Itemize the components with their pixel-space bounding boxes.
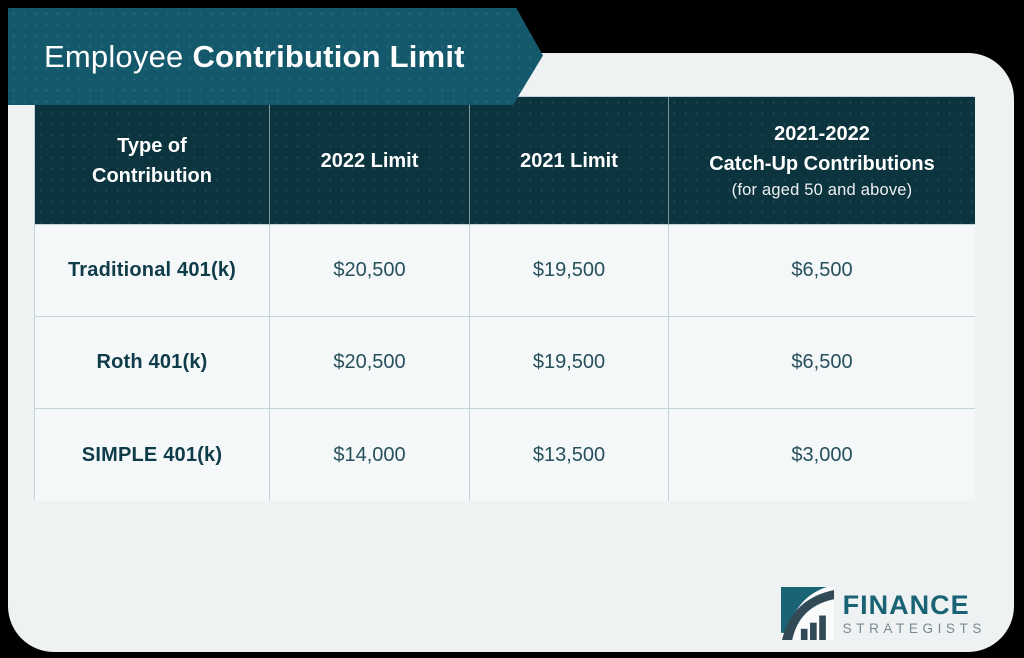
brand-logo: FINANCE STRATEGISTS — [780, 587, 986, 640]
cell-2022-limit: $20,500 — [270, 225, 470, 317]
brand-subname: STRATEGISTS — [842, 620, 986, 636]
brand-name: FINANCE — [842, 589, 970, 620]
column-header-label: 2022 Limit — [320, 149, 419, 172]
cell-2021-limit: $13,500 — [470, 409, 669, 501]
cell-catchup: $6,500 — [669, 225, 975, 317]
column-header-label: Type of Contribution — [92, 134, 212, 187]
column-header-label: 2021 Limit — [520, 149, 618, 172]
catchup-header-years: 2021-2022 — [774, 123, 870, 146]
cell-catchup: $6,500 — [669, 317, 975, 409]
column-header-2022-limit: 2022 Limit — [270, 97, 470, 225]
cell-2022-limit: $14,000 — [270, 409, 470, 501]
catchup-header-note: (for aged 50 and above) — [731, 181, 913, 200]
cell-catchup: $3,000 — [669, 409, 975, 501]
column-header-catchup: 2021-2022 Catch-Up Contributions (for ag… — [669, 97, 975, 225]
cell-2021-limit: $19,500 — [470, 317, 669, 409]
cell-2022-limit: $20,500 — [270, 317, 470, 409]
title-emphasis: Contribution Limit — [192, 38, 465, 74]
column-header-2021-limit: 2021 Limit — [470, 97, 669, 225]
page-title: Employee Contribution Limit — [44, 39, 465, 75]
column-header-type: Type of Contribution — [35, 97, 270, 225]
finance-strategists-logo-icon — [780, 587, 834, 640]
cell-2021-limit: $19,500 — [470, 225, 669, 317]
title-banner: Employee Contribution Limit — [8, 8, 543, 105]
row-type-label: Roth 401(k) — [35, 317, 270, 409]
title-prefix: Employee — [44, 38, 184, 74]
row-type-label: SIMPLE 401(k) — [35, 409, 270, 501]
row-type-label: Traditional 401(k) — [35, 225, 270, 317]
contribution-table: Type of Contribution 2022 Limit 2021 Lim… — [34, 96, 975, 501]
brand-wordmark: FINANCE STRATEGISTS — [842, 589, 986, 636]
catchup-header-title: Catch-Up Contributions — [709, 153, 935, 176]
